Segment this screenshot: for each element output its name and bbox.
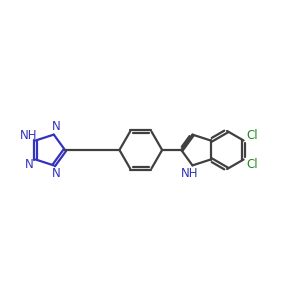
Text: NH: NH: [181, 167, 199, 180]
Text: NH: NH: [20, 129, 37, 142]
Text: Cl: Cl: [247, 129, 258, 142]
Text: Cl: Cl: [247, 158, 258, 171]
Text: N: N: [25, 158, 34, 171]
Text: N: N: [52, 167, 61, 180]
Text: N: N: [52, 120, 61, 134]
